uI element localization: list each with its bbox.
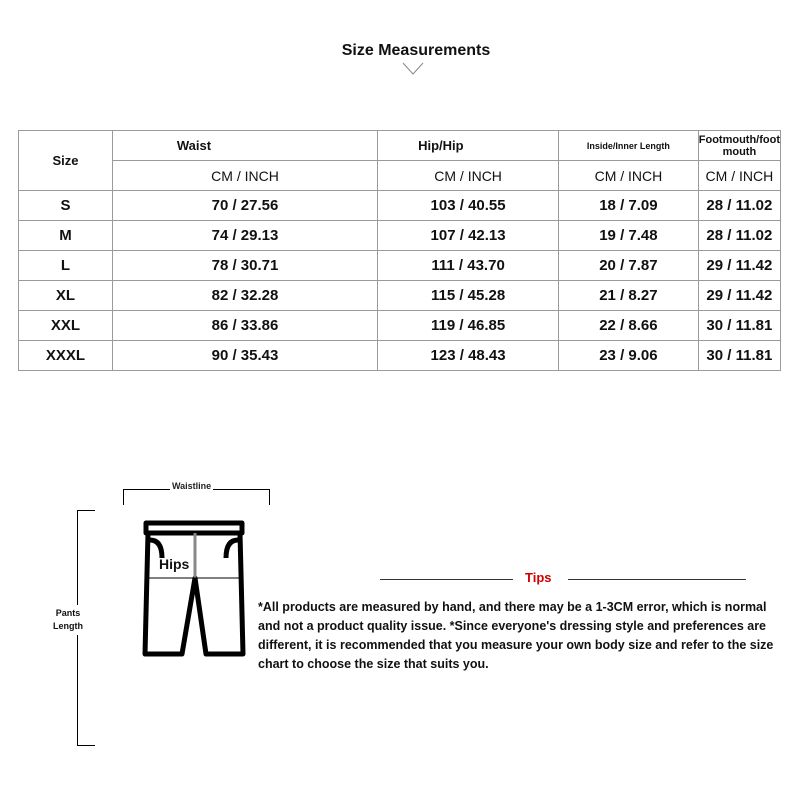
pants-icon	[142, 520, 246, 657]
table-row: XXXL 90 / 35.43 123 / 48.43 23 / 9.06 30 / 1…	[18, 340, 782, 371]
size-cell: XXL	[18, 310, 113, 341]
col-inner-length: Inside/Inner Length	[558, 130, 699, 161]
col-waist: Waist	[111, 130, 379, 161]
size-cell: XXXL	[18, 340, 113, 371]
measure-cell: 18 / 7.09	[558, 190, 699, 221]
measure-cell: 29 / 11.42	[697, 250, 782, 281]
measure-cell: 21 / 8.27	[558, 280, 699, 311]
size-cell: L	[18, 250, 113, 281]
measure-cell: 107 / 42.13	[377, 220, 560, 251]
unit-cell: CM / INCH	[558, 160, 699, 191]
measure-cell: 78 / 30.71	[111, 250, 379, 281]
table-row: L 78 / 30.71 111 / 43.70 20 / 7.87 29 / 11.4…	[18, 250, 782, 281]
measure-cell: 22 / 8.66	[558, 310, 699, 341]
waistline-label: Waistline	[170, 481, 214, 491]
col-footmouth: Footmouth/foot mouth	[697, 130, 782, 161]
table-row: S 70 / 27.56 103 / 40.55 18 / 7.09 28 / 11.0…	[18, 190, 782, 221]
size-header: Size	[18, 130, 113, 191]
measure-cell: 90 / 35.43	[111, 340, 379, 371]
measure-cell: 29 / 11.42	[697, 280, 782, 311]
measure-cell: 103 / 40.55	[377, 190, 560, 221]
size-cell: XL	[18, 280, 113, 311]
length-label-1: Pants	[55, 608, 81, 618]
size-cell: M	[18, 220, 113, 251]
measure-cell: 23 / 9.06	[558, 340, 699, 371]
unit-cell: CM / INCH	[697, 160, 782, 191]
measure-cell: 28 / 11.02	[697, 190, 782, 221]
tips-divider-left	[380, 579, 513, 580]
size-table: Size Waist Hip/Hip Inside/Inner Length F…	[18, 130, 782, 371]
col-hip: Hip/Hip	[377, 130, 560, 161]
unit-cell: CM / INCH	[377, 160, 560, 191]
hips-label: Hips	[159, 556, 190, 572]
measure-cell: 30 / 11.81	[697, 340, 782, 371]
measure-cell: 86 / 33.86	[111, 310, 379, 341]
size-cell: S	[18, 190, 113, 221]
waistline-bracket	[123, 489, 270, 505]
measure-cell: 74 / 29.13	[111, 220, 379, 251]
tips-text: *All products are measured by hand, and …	[258, 600, 774, 671]
table-row: XXL 86 / 33.86 119 / 46.85 22 / 8.66 30 / 11…	[18, 310, 782, 341]
table-row: M 74 / 29.13 107 / 42.13 19 / 7.48 28 / 11.0…	[18, 220, 782, 251]
measure-cell: 82 / 32.28	[111, 280, 379, 311]
measure-cell: 123 / 48.43	[377, 340, 560, 371]
measure-cell: 70 / 27.56	[111, 190, 379, 221]
measure-cell: 19 / 7.48	[558, 220, 699, 251]
tips-divider-right	[568, 579, 746, 580]
measure-cell: 119 / 46.85	[377, 310, 560, 341]
length-label-2: Length	[53, 621, 83, 631]
measure-cell: 30 / 11.81	[697, 310, 782, 341]
page-title: Size Measurements	[341, 42, 491, 59]
tips-label: Tips	[525, 570, 552, 585]
measure-cell: 115 / 45.28	[377, 280, 560, 311]
chevron-down-icon	[402, 62, 424, 75]
table-row: XL 82 / 32.28 115 / 45.28 21 / 8.27 29 / 11.…	[18, 280, 782, 311]
length-label: Pants Length	[48, 605, 88, 635]
measure-cell: 28 / 11.02	[697, 220, 782, 251]
measure-cell: 20 / 7.87	[558, 250, 699, 281]
measure-cell: 111 / 43.70	[377, 250, 560, 281]
unit-cell: CM / INCH	[111, 160, 379, 191]
